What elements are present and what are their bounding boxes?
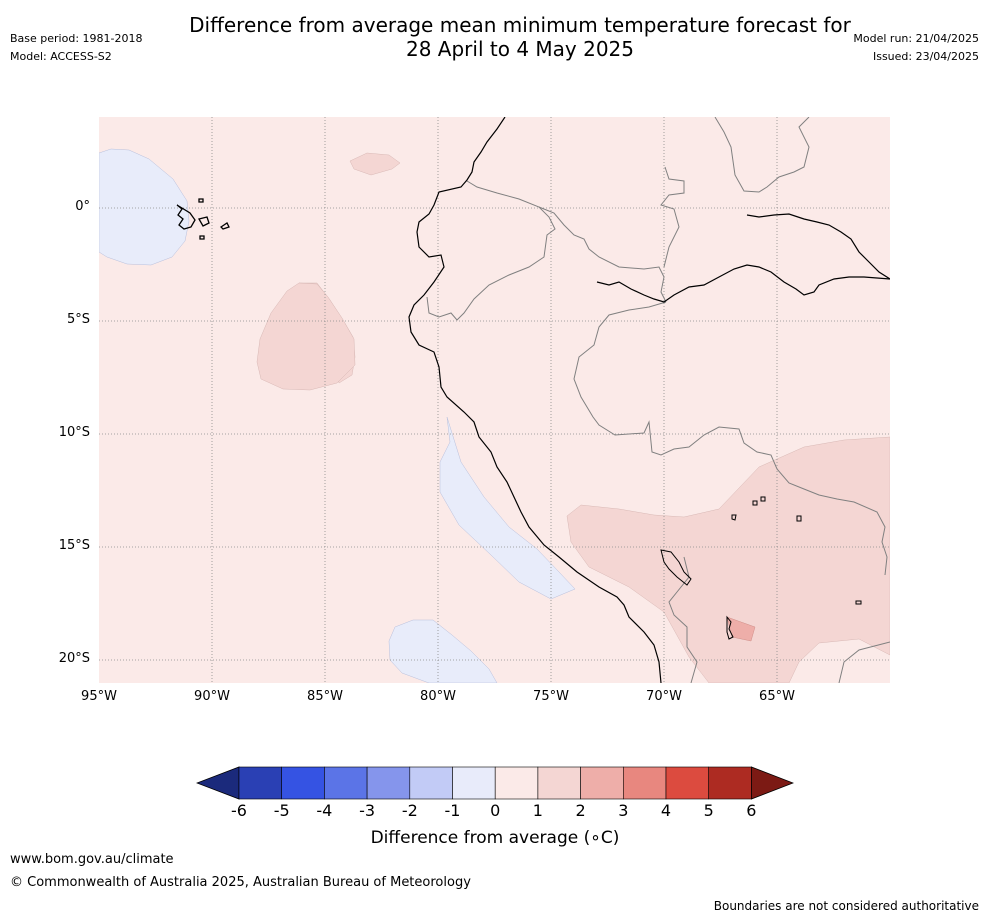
colorbar-cell <box>409 766 453 800</box>
lat-label-15s: 15°S <box>58 538 90 553</box>
colorbar-cell <box>494 766 539 800</box>
colorbar-cell <box>238 766 283 800</box>
map-title: Difference from average mean minimum tem… <box>0 13 988 61</box>
galapagos-san-cristobal <box>219 222 230 230</box>
galapagos-small <box>198 198 205 240</box>
coastline-amazon <box>596 264 890 303</box>
anomaly-1-to-2-south <box>566 436 890 683</box>
colorbar-tick-label: 0 <box>490 801 501 820</box>
lat-label-20s: 20°S <box>58 651 90 666</box>
colorbar-cell <box>366 766 411 800</box>
colorbar-cell <box>708 766 752 800</box>
meta-left: Base period: 1981-2018 Model: ACCESS-S2 <box>10 32 142 64</box>
colorbar-label: Difference from average (∘C) <box>370 828 620 848</box>
colorbar-cell <box>281 766 325 800</box>
lon-label-85w: 85°W <box>307 689 343 704</box>
colorbar-cells <box>196 766 794 800</box>
border-bolivia-south <box>838 641 890 683</box>
lon-label-80w: 80°W <box>420 689 456 704</box>
colorbar-tick-label: 1 <box>532 801 543 820</box>
issued-date: Issued: 23/04/2025 <box>872 50 979 63</box>
colorbar-cell <box>665 766 710 800</box>
border-venezuela-colombia <box>660 166 685 268</box>
base-period: Base period: 1981-2018 <box>10 32 143 45</box>
anomaly-1-to-2-west-main <box>256 282 356 391</box>
model-name: Model: ACCESS-S2 <box>10 50 112 63</box>
border-colombia-ecuador <box>426 180 556 321</box>
anomaly-2-to-3-patch <box>726 616 756 642</box>
border-bolivia-chile <box>668 556 698 683</box>
bolivia-lakes <box>731 496 862 605</box>
galapagos-isabela <box>176 204 196 230</box>
coastline-lake-titicaca <box>660 549 692 586</box>
galapagos-santa-cruz <box>198 216 210 227</box>
lon-label-95w: 95°W <box>81 689 117 704</box>
forecast-map <box>99 117 890 683</box>
model-run: Model run: 21/04/2025 <box>853 32 979 45</box>
title-line-2: 28 April to 4 May 2025 <box>406 37 634 61</box>
border-colombia-brazil <box>538 206 667 303</box>
footer-copyright: © Commonwealth of Australia 2025, Austra… <box>10 875 471 890</box>
country-borders <box>427 117 890 683</box>
colorbar-tick-label: 5 <box>703 801 714 820</box>
anomaly-1-to-2-north <box>349 152 401 176</box>
coastline-lake-poopo <box>726 615 734 640</box>
coastline-rio-negro <box>746 213 890 280</box>
colorbar-cell <box>324 766 368 800</box>
colorbar-tick-label: -1 <box>444 801 461 820</box>
graticule <box>99 117 890 683</box>
anomaly-minus1-to-0-galapagos <box>99 148 190 266</box>
footer-url: www.bom.gov.au/climate <box>10 852 174 867</box>
colorbar-tick-label: -2 <box>401 801 418 820</box>
colorbar-tick-label: -5 <box>273 801 290 820</box>
colorbar-cell <box>580 766 624 800</box>
colorbar-cell <box>622 766 667 800</box>
border-peru-brazil <box>573 301 888 576</box>
coastlines <box>176 117 890 683</box>
title-line-1: Difference from average mean minimum tem… <box>189 13 851 37</box>
footer-disclaimer: Boundaries are not considered authoritat… <box>713 899 979 913</box>
colorbar-tick-label: -3 <box>359 801 376 820</box>
lon-label-75w: 75°W <box>533 689 569 704</box>
lat-label-10s: 10°S <box>58 425 90 440</box>
colorbar-tick-label: 2 <box>575 801 586 820</box>
coastline-pacific <box>408 117 662 683</box>
colorbar-tick-label: -4 <box>316 801 333 820</box>
lat-label-5s: 5°S <box>66 312 90 327</box>
lat-label-0: 0° <box>75 199 90 214</box>
meta-right: Model run: 21/04/2025 Issued: 23/04/2025 <box>853 32 979 64</box>
colorbar-tick-label: 6 <box>746 801 757 820</box>
anomaly-minus1-to-0-coastal <box>439 416 576 600</box>
colorbar-extend-low <box>196 766 240 800</box>
colorbar <box>196 766 794 800</box>
colorbar-cell <box>537 766 581 800</box>
border-venezuela-north <box>714 117 810 193</box>
colorbar-tick-label: 4 <box>660 801 672 820</box>
colorbar-tick-label: -6 <box>231 801 247 820</box>
colorbar-extend-high <box>751 766 794 800</box>
colorbar-cell <box>452 766 496 800</box>
lon-label-70w: 70°W <box>646 689 682 704</box>
lon-label-65w: 65°W <box>759 689 795 704</box>
anomaly-minus1-to-0-south <box>388 619 498 683</box>
lon-label-90w: 90°W <box>194 689 230 704</box>
colorbar-tick-label: 3 <box>618 801 629 820</box>
